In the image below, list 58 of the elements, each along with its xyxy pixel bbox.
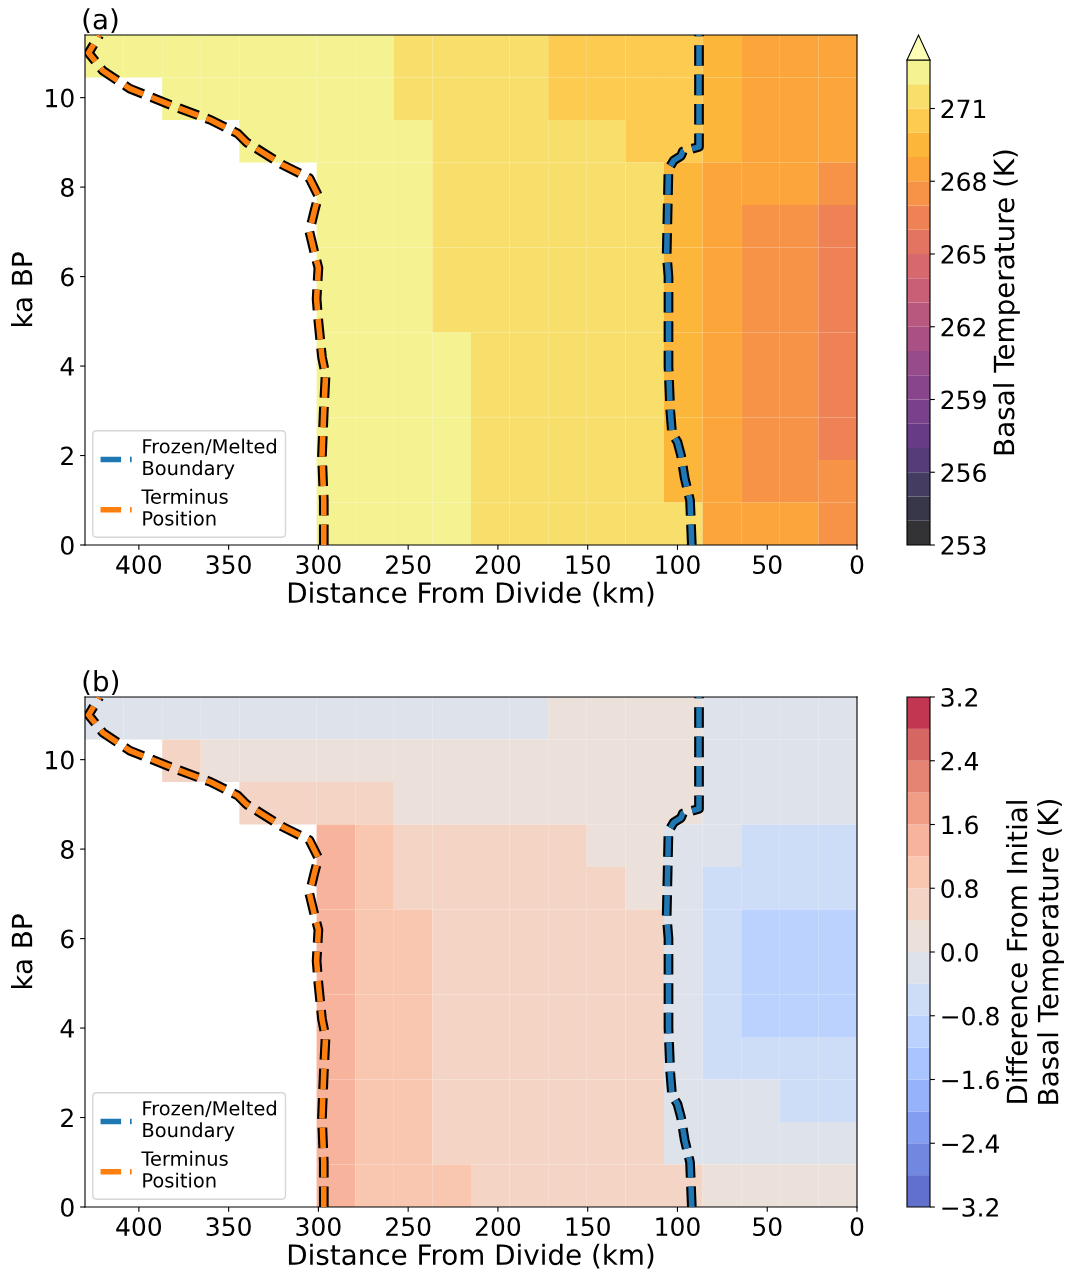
color-bar-label: 268 (941, 172, 986, 192)
color-bar-title: Basal Temperature (K) (993, 150, 1020, 455)
color-bar-label: 262 (941, 317, 985, 337)
x-tick-label: 0 (850, 1217, 864, 1237)
color-bar-label: 256 (941, 463, 986, 483)
legend-label: Frozen/Melted Boundary (143, 438, 276, 480)
x-tick-label: 250 (386, 1217, 431, 1237)
x-tick-label: 350 (206, 1217, 251, 1237)
color-bar-label: 259 (941, 390, 986, 410)
legend-label: Terminus Position (141, 488, 228, 526)
y-tick-label: 4 (60, 357, 74, 376)
y-tick-label: 10 (46, 750, 74, 770)
x-tick-label: 400 (116, 1217, 162, 1237)
color-bar-label: −3.2 (942, 1197, 998, 1217)
x-tick-label: 150 (566, 555, 610, 575)
color-bar-label: −0.8 (942, 1006, 999, 1026)
x-tick-label: 100 (656, 555, 700, 575)
x-tick-label: 350 (206, 555, 251, 575)
y-tick-label: 2 (61, 1108, 73, 1128)
x-tick-label: 50 (753, 1217, 782, 1237)
y-tick-label: 8 (61, 178, 74, 197)
chart-title: (a) (83, 8, 118, 33)
chart-title: (b) (83, 670, 119, 695)
y-tick-label: 6 (61, 929, 74, 949)
color-bar-label: 253 (941, 535, 986, 555)
color-bar-label: −2.4 (942, 1134, 1000, 1153)
color-bar-label: 271 (941, 99, 986, 118)
x-tick-label: 250 (386, 555, 431, 575)
y-axis-title: ka BP (11, 914, 33, 989)
y-tick-label: 6 (61, 267, 74, 287)
x-tick-label: 400 (116, 555, 162, 575)
color-bar-title: Difference From Initial Basal Temperature (K) (1005, 800, 1064, 1104)
y-axis-title: ka BP (11, 252, 33, 327)
legend-label: Terminus Position (141, 1150, 228, 1188)
y-tick-label: 4 (60, 1019, 74, 1038)
x-tick-label: 200 (475, 1217, 521, 1237)
y-tick-label: 0 (61, 535, 74, 555)
x-axis-title: Distance From Divide (km) (288, 581, 654, 607)
color-bar-label: 1.6 (942, 815, 978, 835)
y-tick-label: 8 (61, 840, 74, 859)
color-bar-label: 0.8 (941, 879, 978, 899)
y-tick-label: 10 (46, 88, 74, 108)
x-tick-label: 300 (296, 555, 341, 575)
x-tick-label: 150 (566, 1217, 610, 1237)
color-bar-label: −1.6 (942, 1070, 999, 1090)
x-tick-label: 100 (656, 1217, 700, 1237)
x-tick-label: 200 (475, 555, 521, 575)
color-bar-label: 265 (941, 244, 986, 264)
y-tick-label: 2 (61, 446, 73, 466)
legend-label: Frozen/Melted Boundary (143, 1100, 276, 1142)
x-tick-label: 0 (850, 555, 864, 575)
x-axis-title: Distance From Divide (km) (288, 1243, 654, 1269)
color-bar-label: 3.2 (941, 687, 977, 707)
color-bar-label: 0.0 (941, 942, 978, 962)
x-tick-label: 300 (296, 1217, 341, 1237)
y-tick-label: 0 (61, 1197, 74, 1217)
color-bar-label: 2.4 (941, 751, 979, 771)
x-tick-label: 50 (753, 555, 782, 575)
